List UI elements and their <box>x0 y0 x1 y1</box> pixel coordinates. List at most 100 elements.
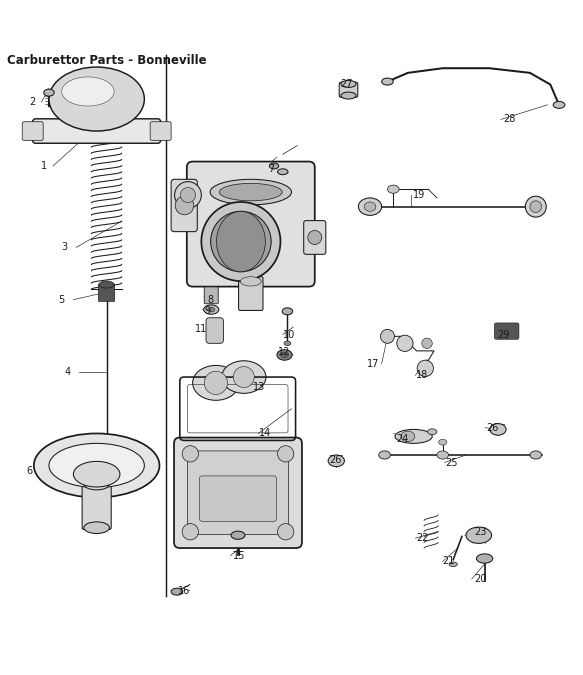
Text: 12: 12 <box>278 347 291 357</box>
Ellipse shape <box>364 202 376 211</box>
Ellipse shape <box>401 431 415 441</box>
Text: 21: 21 <box>442 556 455 566</box>
FancyBboxPatch shape <box>199 476 276 521</box>
Text: 3: 3 <box>62 242 68 252</box>
Text: 13: 13 <box>254 382 266 392</box>
Text: Carburettor Parts - Bonneville: Carburettor Parts - Bonneville <box>6 54 206 68</box>
Circle shape <box>397 335 413 352</box>
Ellipse shape <box>99 281 114 288</box>
Text: 2: 2 <box>30 97 36 107</box>
Ellipse shape <box>328 455 345 466</box>
Circle shape <box>174 182 201 209</box>
Text: 23: 23 <box>475 527 487 537</box>
Ellipse shape <box>49 67 145 131</box>
Ellipse shape <box>530 451 542 459</box>
FancyBboxPatch shape <box>238 277 263 310</box>
Circle shape <box>308 230 322 244</box>
Text: 19: 19 <box>413 190 426 200</box>
Ellipse shape <box>34 433 160 497</box>
Text: 4: 4 <box>65 367 71 377</box>
FancyBboxPatch shape <box>187 451 289 535</box>
Text: 10: 10 <box>283 329 295 340</box>
Text: 5: 5 <box>59 295 65 304</box>
Ellipse shape <box>277 350 292 360</box>
FancyBboxPatch shape <box>174 437 302 548</box>
FancyBboxPatch shape <box>204 287 218 304</box>
FancyBboxPatch shape <box>99 284 115 302</box>
FancyBboxPatch shape <box>206 318 223 344</box>
Circle shape <box>175 196 194 215</box>
Text: 28: 28 <box>503 114 516 124</box>
Ellipse shape <box>49 443 145 487</box>
FancyBboxPatch shape <box>150 122 171 140</box>
Ellipse shape <box>388 185 399 193</box>
Ellipse shape <box>210 180 292 205</box>
Circle shape <box>210 211 271 272</box>
Text: 17: 17 <box>367 358 379 369</box>
Text: 16: 16 <box>178 585 190 595</box>
Ellipse shape <box>62 77 114 106</box>
Ellipse shape <box>231 531 245 539</box>
FancyBboxPatch shape <box>304 221 326 254</box>
Ellipse shape <box>84 479 110 490</box>
FancyBboxPatch shape <box>22 122 43 140</box>
Ellipse shape <box>203 305 219 315</box>
Ellipse shape <box>427 429 437 435</box>
Circle shape <box>422 338 432 348</box>
Ellipse shape <box>341 80 356 87</box>
Ellipse shape <box>449 562 457 566</box>
Ellipse shape <box>476 554 493 563</box>
Ellipse shape <box>438 439 447 445</box>
Text: 15: 15 <box>233 551 245 561</box>
Text: 20: 20 <box>475 574 487 584</box>
Circle shape <box>278 446 294 462</box>
Ellipse shape <box>395 429 432 443</box>
Ellipse shape <box>284 341 291 346</box>
Circle shape <box>417 360 433 377</box>
Ellipse shape <box>437 451 448 459</box>
Text: 26: 26 <box>329 455 341 464</box>
Ellipse shape <box>382 78 394 85</box>
Circle shape <box>182 524 198 540</box>
Text: 7: 7 <box>268 164 274 174</box>
Text: 18: 18 <box>416 371 429 380</box>
Ellipse shape <box>216 211 265 272</box>
Text: 26: 26 <box>486 423 498 433</box>
Ellipse shape <box>553 101 565 109</box>
Ellipse shape <box>278 169 288 175</box>
Circle shape <box>278 524 294 540</box>
FancyBboxPatch shape <box>339 82 358 97</box>
Ellipse shape <box>208 307 215 312</box>
FancyBboxPatch shape <box>33 119 161 143</box>
Ellipse shape <box>341 92 356 99</box>
Ellipse shape <box>269 163 279 169</box>
Ellipse shape <box>282 308 293 315</box>
Ellipse shape <box>222 360 266 394</box>
Text: 24: 24 <box>396 434 408 444</box>
Ellipse shape <box>240 277 261 286</box>
Circle shape <box>525 196 546 217</box>
Ellipse shape <box>466 527 491 543</box>
Text: 1: 1 <box>41 161 47 171</box>
Circle shape <box>204 371 227 394</box>
Ellipse shape <box>84 522 110 533</box>
Text: 8: 8 <box>207 295 213 304</box>
FancyBboxPatch shape <box>82 483 111 529</box>
Text: 9: 9 <box>204 306 210 317</box>
Text: 22: 22 <box>416 533 429 543</box>
Circle shape <box>530 201 542 213</box>
Text: 27: 27 <box>340 80 353 90</box>
Ellipse shape <box>73 462 120 487</box>
Circle shape <box>201 202 280 281</box>
Ellipse shape <box>192 365 239 400</box>
Text: 29: 29 <box>498 329 510 340</box>
Ellipse shape <box>379 451 391 459</box>
Text: 11: 11 <box>195 324 208 333</box>
Text: 14: 14 <box>259 429 272 439</box>
FancyBboxPatch shape <box>171 180 197 232</box>
Circle shape <box>233 367 254 387</box>
Circle shape <box>180 188 195 202</box>
Ellipse shape <box>219 184 282 201</box>
Circle shape <box>182 446 198 462</box>
Ellipse shape <box>171 588 182 595</box>
